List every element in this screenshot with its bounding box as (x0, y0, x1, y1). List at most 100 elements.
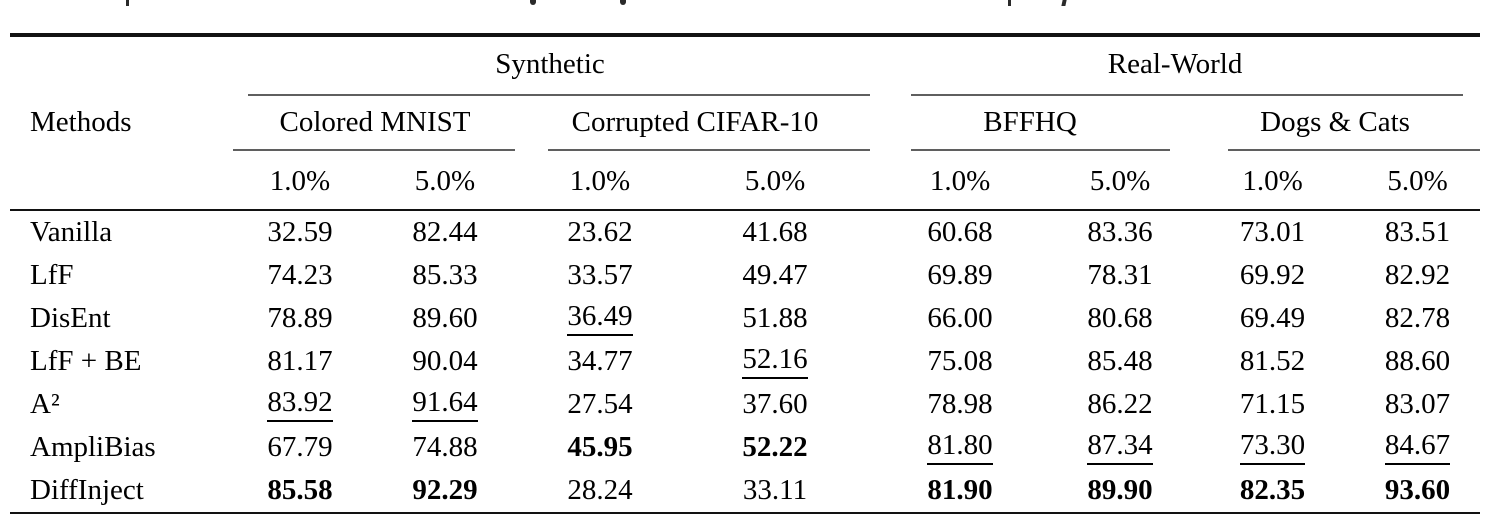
table-row: DiffInject 85.58 92.29 28.24 33.11 81.90… (10, 469, 1480, 513)
metric-value: 69.49 (1239, 302, 1306, 334)
methods-column-header: Methods (30, 105, 132, 138)
rule-under-bffhq (911, 148, 1171, 151)
metric-value: 66.00 (927, 302, 993, 334)
metric-value: 78.98 (927, 388, 993, 420)
metric-value: 60.68 (927, 216, 993, 248)
metric-value: 89.90 (1087, 474, 1153, 506)
results-table-wrap: Synthetic Real-World Methods Colored MNI… (10, 33, 1481, 514)
metric-value: 73.01 (1239, 216, 1306, 248)
table-row: DisEnt 78.89 89.60 36.49 51.88 66.00 80.… (10, 297, 1480, 340)
metric-value: 81.52 (1239, 345, 1306, 377)
rule-under-dogs-cats (1228, 148, 1481, 151)
table-row: LfF + BE 81.17 90.04 34.77 52.16 75.08 8… (10, 340, 1480, 383)
metric-value: 91.64 (412, 387, 478, 422)
ratio-header: 1.0% (520, 153, 680, 211)
group-header-real-world: Real-World (1107, 47, 1243, 80)
table-row: Vanilla 32.59 82.44 23.62 41.68 60.68 83… (10, 210, 1480, 254)
metric-value: 81.90 (927, 474, 993, 506)
table-row: A² 83.92 91.64 27.54 37.60 78.98 86.22 7… (10, 383, 1480, 426)
cropped-caption-descender (620, 0, 626, 5)
metric-value: 52.22 (742, 431, 808, 463)
rule-under-colored-mnist (233, 148, 515, 151)
metric-value: 82.35 (1239, 474, 1306, 506)
metric-value: 84.67 (1384, 430, 1451, 465)
metric-value: 85.48 (1087, 345, 1153, 377)
cropped-caption-descender (1008, 0, 1011, 6)
metric-value: 82.78 (1384, 302, 1451, 334)
metric-value: 83.36 (1087, 216, 1153, 248)
ratio-header: 5.0% (1355, 153, 1481, 211)
metric-value: 83.51 (1384, 216, 1451, 248)
metric-value: 27.54 (567, 388, 633, 420)
metric-value: 49.47 (742, 259, 808, 291)
metric-value: 80.68 (1087, 302, 1153, 334)
ratio-header: 1.0% (870, 153, 1051, 211)
results-table: Synthetic Real-World Methods Colored MNI… (10, 33, 1481, 514)
metric-value: 69.92 (1239, 259, 1306, 291)
metric-value: 23.62 (567, 216, 633, 248)
dataset-header-row: Methods Colored MNIST Corrupted CIFAR-10… (10, 98, 1480, 146)
metric-value: 82.92 (1384, 259, 1451, 291)
metric-value: 82.44 (412, 216, 478, 248)
metric-value: 81.17 (267, 345, 333, 377)
metric-value: 41.68 (742, 216, 808, 248)
metric-value: 74.88 (412, 431, 478, 463)
metric-value: 83.92 (267, 387, 333, 422)
group-rule-row (10, 91, 1480, 98)
metric-value: 78.89 (267, 302, 333, 334)
metric-value: 51.88 (742, 302, 808, 334)
dataset-header-colored-mnist: Colored MNIST (279, 105, 471, 138)
ratio-header: 1.0% (1190, 153, 1356, 211)
metric-value: 32.59 (267, 216, 333, 248)
cropped-caption-descender (126, 0, 129, 6)
metric-value: 87.34 (1087, 430, 1153, 465)
group-header-synthetic: Synthetic (495, 47, 605, 80)
metric-value: 78.31 (1087, 259, 1153, 291)
metric-value: 67.79 (267, 431, 333, 463)
spacer-cell (10, 35, 230, 91)
rule-under-corrupted-cifar10 (548, 148, 871, 151)
metric-value: 34.77 (567, 345, 633, 377)
metric-value: 88.60 (1384, 345, 1451, 377)
method-name: LfF + BE (30, 345, 142, 377)
cropped-caption-descender (1061, 0, 1067, 6)
metric-value: 75.08 (927, 345, 993, 377)
metric-value: 37.60 (742, 388, 808, 420)
metric-value: 83.07 (1384, 388, 1451, 420)
metric-value: 33.11 (742, 474, 808, 506)
metric-value: 89.60 (412, 302, 478, 334)
metric-value: 93.60 (1384, 474, 1451, 506)
dataset-header-bffhq: BFFHQ (983, 105, 1077, 138)
cropped-caption-descender (530, 0, 536, 5)
spacer-cell (10, 146, 230, 153)
metric-value: 86.22 (1087, 388, 1153, 420)
method-name: AmpliBias (30, 431, 156, 463)
ratio-header: 5.0% (370, 153, 520, 211)
method-name: LfF (30, 259, 74, 291)
metric-value: 33.57 (567, 259, 633, 291)
dataset-header-corrupted-cifar10: Corrupted CIFAR-10 (571, 105, 819, 138)
metric-value: 85.33 (412, 259, 478, 291)
metric-value: 81.80 (927, 430, 993, 465)
metric-value: 73.30 (1239, 430, 1306, 465)
metric-value: 92.29 (412, 474, 478, 506)
dataset-header-dogs-cats: Dogs & Cats (1260, 105, 1410, 138)
rule-under-synthetic (248, 93, 871, 96)
table-row: AmpliBias 67.79 74.88 45.95 52.22 81.80 … (10, 426, 1480, 469)
ratio-header: 5.0% (680, 153, 871, 211)
metric-value: 85.58 (267, 474, 333, 506)
bias-ratio-header-row: 1.0% 5.0% 1.0% 5.0% 1.0% 5.0% 1.0% 5.0% (10, 153, 1481, 211)
dataset-rule-row (10, 146, 1481, 153)
method-name: DisEnt (30, 302, 111, 334)
ratio-header: 5.0% (1050, 153, 1191, 211)
metric-value: 74.23 (267, 259, 333, 291)
ratio-header: 1.0% (230, 153, 370, 211)
spacer-cell (10, 153, 230, 211)
metric-value: 71.15 (1239, 388, 1306, 420)
method-name: A² (30, 388, 60, 420)
metric-value: 90.04 (412, 345, 478, 377)
metric-value: 36.49 (567, 301, 633, 336)
metric-value: 69.89 (927, 259, 993, 291)
metric-value: 28.24 (567, 474, 633, 506)
